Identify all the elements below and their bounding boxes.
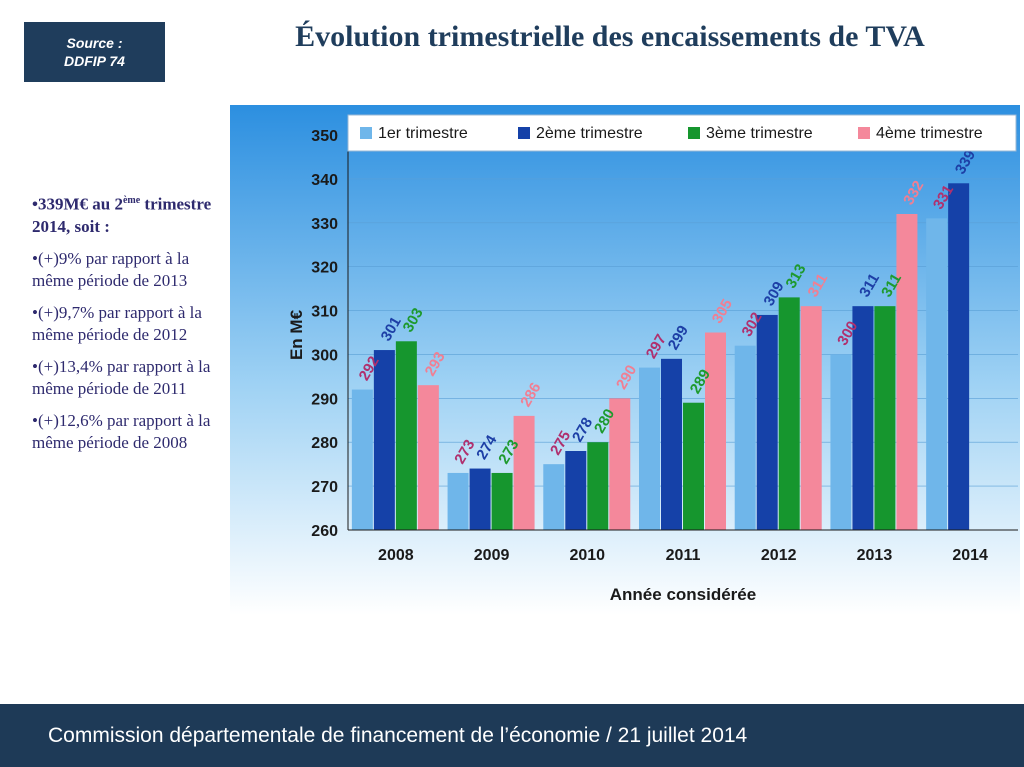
- y-axis-title: En M€: [287, 309, 306, 360]
- source-name: DDFIP 74: [64, 53, 125, 69]
- y-tick-label: 300: [311, 347, 338, 364]
- bar-2008-q4: [417, 385, 439, 530]
- commentary-lead-sup: ème: [122, 195, 141, 206]
- commentary-lead-post: trimestre 2014, soit :: [32, 194, 212, 236]
- bar-2009-q4: [513, 415, 535, 530]
- x-tick-label: 2012: [761, 547, 797, 564]
- x-axis-title: Année considérée: [610, 585, 756, 604]
- legend-label-q3: 3ème trimestre: [706, 125, 813, 142]
- bar-2010-q1: [543, 464, 565, 530]
- source-label: Source :: [66, 35, 123, 51]
- footer: Commission départementale de financement…: [0, 704, 1024, 767]
- bar-2012-q3: [778, 297, 800, 530]
- y-tick-label: 310: [311, 304, 338, 321]
- bar-2008-q1: [351, 389, 373, 530]
- bar-2012-q2: [756, 314, 778, 530]
- x-tick-label: 2008: [378, 547, 414, 564]
- legend-swatch-q3: [688, 127, 700, 139]
- page-title: Évolution trimestrielle des encaissement…: [295, 20, 925, 53]
- axes: 260 270 280 290 300 310 320 330 340 350 2008 2009 20…: [287, 125, 1018, 604]
- bar-2009-q1: [447, 472, 469, 530]
- commentary-lead-pre: •339M€ au 2: [32, 194, 123, 214]
- y-tick-label: 350: [311, 128, 338, 145]
- commentary-lead: •339M€ au 2ème trimestre 2014, soit :: [32, 190, 232, 238]
- legend: 1er trimestre 2ème trimestre 3ème trimestr…: [347, 114, 1017, 152]
- x-tick-label: 2014: [952, 547, 988, 564]
- legend-label-q1: 1er trimestre: [378, 125, 468, 142]
- bar-2013-q2: [852, 306, 874, 530]
- y-tick-label: 320: [311, 260, 338, 277]
- y-tick-label: 260: [311, 523, 338, 540]
- legend-label-q2: 2ème trimestre: [536, 125, 643, 142]
- legend-swatch-q1: [360, 127, 372, 139]
- bar-2012-q1: [734, 345, 756, 530]
- bar-2014-q1: [926, 218, 948, 530]
- chart: 260 270 280 290 300 310 320 330 340 350 2008 2009 20…: [230, 105, 1020, 615]
- legend-swatch-q4: [858, 127, 870, 139]
- x-tick-label: 2011: [666, 547, 701, 564]
- commentary: •339M€ au 2ème trimestre 2014, soit : •(…: [32, 190, 232, 464]
- bar-2014-q2: [948, 183, 970, 530]
- bar-2011-q1: [639, 367, 660, 530]
- bar-2010-q2: [565, 451, 587, 530]
- legend-swatch-q2: [518, 127, 530, 139]
- bar-2011-q3: [683, 402, 704, 530]
- bar-2008-q3: [395, 341, 417, 530]
- bar-2013-q4: [896, 214, 918, 530]
- y-tick-label: 270: [311, 479, 338, 496]
- y-tick-label: 280: [311, 435, 338, 452]
- bar-2010-q4: [609, 398, 631, 530]
- commentary-item: •(+)12,6% par rapport à la même période …: [32, 410, 211, 452]
- bar-2012-q4: [800, 306, 822, 530]
- bar-2009-q3: [491, 472, 513, 530]
- x-tick-label: 2013: [857, 547, 893, 564]
- y-tick-label: 290: [311, 391, 338, 408]
- y-tick-label: 330: [311, 216, 338, 233]
- bar-2009-q2: [469, 468, 491, 530]
- bar-2011-q2: [661, 358, 682, 530]
- bar-2011-q4: [705, 332, 726, 530]
- bar-2008-q2: [373, 350, 395, 530]
- legend-label-q4: 4ème trimestre: [876, 125, 983, 142]
- bar-2010-q3: [587, 442, 609, 530]
- bars: [351, 183, 970, 530]
- x-tick-label: 2009: [474, 547, 510, 564]
- bar-2013-q1: [830, 354, 852, 530]
- source-box: Source : DDFIP 74: [24, 22, 165, 82]
- y-tick-label: 340: [311, 172, 338, 189]
- x-tick-label: 2010: [569, 547, 605, 564]
- bar-2013-q3: [874, 306, 896, 530]
- commentary-item: •(+)9,7% par rapport à la même période d…: [32, 302, 202, 344]
- legend-box: [347, 114, 1017, 152]
- commentary-item: •(+)13,4% par rapport à la même période …: [32, 356, 211, 398]
- commentary-item: •(+)9% par rapport à la même période de …: [32, 248, 190, 290]
